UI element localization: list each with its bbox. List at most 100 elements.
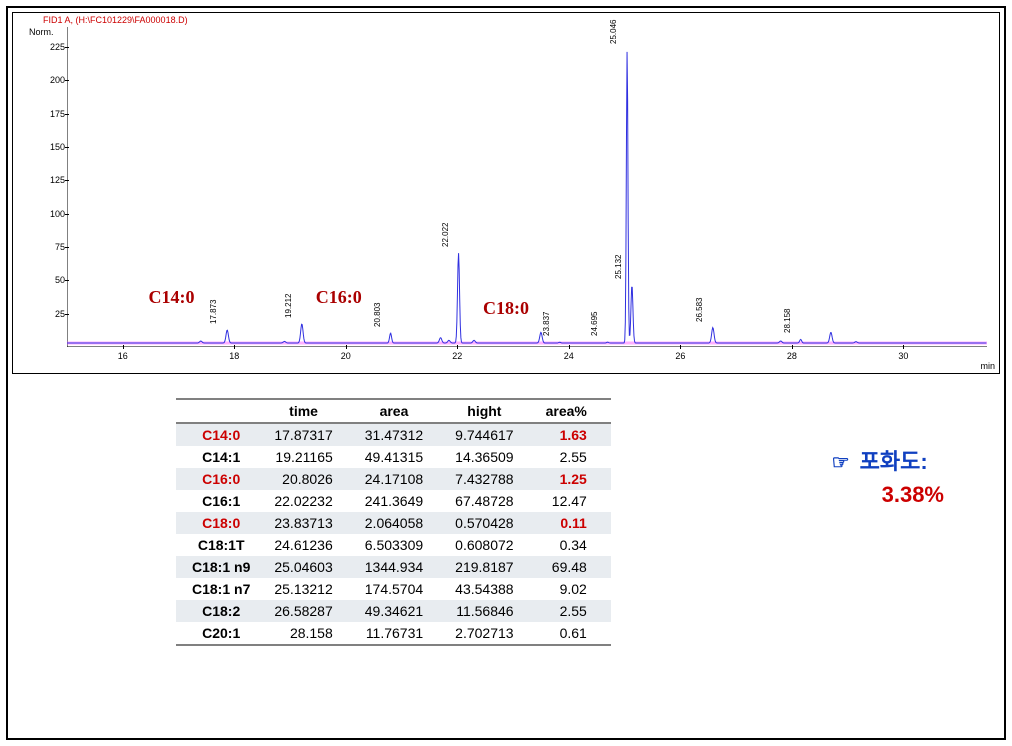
table-row: C20:128.15811.767312.7027130.61: [176, 622, 611, 645]
table-header-row: timeareahightarea%: [176, 399, 611, 423]
table-body: C14:017.8731731.473129.7446171.63C14:119…: [176, 423, 611, 645]
chart-annotation: C14:0: [149, 287, 195, 308]
chart-annotation: C16:0: [316, 287, 362, 308]
peak-label: 17.873: [209, 300, 218, 324]
table-row: C18:1 n925.046031344.934219.818769.48: [176, 556, 611, 578]
saturation-box: ☞ 포화도: 3.38%: [832, 444, 944, 508]
x-tick-label: 18: [229, 351, 239, 361]
cell: 14.36509: [447, 446, 537, 468]
table-row: C14:119.2116549.4131514.365092.55: [176, 446, 611, 468]
col-area: area: [357, 399, 447, 423]
cell: 24.17108: [357, 468, 447, 490]
table-row: C18:226.5828749.3462111.568462.55: [176, 600, 611, 622]
y-tick-label: 100: [50, 209, 65, 219]
cell: 9.02: [538, 578, 611, 600]
cell: 23.83713: [266, 512, 356, 534]
table-row: C16:122.02232241.364967.4872812.47: [176, 490, 611, 512]
peak-label: 26.583: [695, 297, 704, 321]
peak-label: 28.158: [782, 309, 791, 333]
peak-label: 20.803: [372, 303, 381, 327]
cell: 12.47: [538, 490, 611, 512]
cell: C18:1 n9: [176, 556, 266, 578]
y-tick-label: 200: [50, 75, 65, 85]
cell: 26.58287: [266, 600, 356, 622]
cell: C20:1: [176, 622, 266, 645]
x-tick-label: 24: [564, 351, 574, 361]
cell: 9.744617: [447, 423, 537, 446]
x-tick-label: 20: [341, 351, 351, 361]
cell: 11.56846: [447, 600, 537, 622]
y-tick-label: 25: [55, 309, 65, 319]
cell: 0.608072: [447, 534, 537, 556]
cell: 0.34: [538, 534, 611, 556]
cell: 17.87317: [266, 423, 356, 446]
cell: 31.47312: [357, 423, 447, 446]
cell: 7.432788: [447, 468, 537, 490]
cell: 1344.934: [357, 556, 447, 578]
cell: C16:1: [176, 490, 266, 512]
cell: 2.064058: [357, 512, 447, 534]
cell: 28.158: [266, 622, 356, 645]
outer-frame: FID1 A, (H:\FC101229\FA000018.D) Norm. m…: [6, 6, 1006, 740]
saturation-value: 3.38%: [882, 482, 944, 508]
x-tick-label: 22: [452, 351, 462, 361]
peak-label: 24.695: [589, 312, 598, 336]
peak-label: 19.212: [284, 293, 293, 317]
cell: C18:1 n7: [176, 578, 266, 600]
cell: 67.48728: [447, 490, 537, 512]
col-hight: hight: [447, 399, 537, 423]
y-tick-label: 75: [55, 242, 65, 252]
y-axis-label: Norm.: [29, 27, 54, 37]
cell: C14:0: [176, 423, 266, 446]
cell: 1.25: [538, 468, 611, 490]
cell: 49.41315: [357, 446, 447, 468]
cell: 25.04603: [266, 556, 356, 578]
chart-annotation: C18:0: [483, 298, 529, 319]
x-axis-label: min: [980, 361, 995, 371]
cell: 219.8187: [447, 556, 537, 578]
cell: 2.702713: [447, 622, 537, 645]
cell: 0.61: [538, 622, 611, 645]
table-row: C14:017.8731731.473129.7446171.63: [176, 423, 611, 446]
cell: 11.76731: [357, 622, 447, 645]
cell: C18:2: [176, 600, 266, 622]
peak-label: 25.046: [609, 19, 618, 43]
saturation-label: 포화도:: [860, 449, 928, 474]
cell: 22.02232: [266, 490, 356, 512]
x-tick-label: 30: [898, 351, 908, 361]
y-tick-label: 50: [55, 275, 65, 285]
chromatogram-frame: FID1 A, (H:\FC101229\FA000018.D) Norm. m…: [12, 12, 1000, 374]
cell: 1.63: [538, 423, 611, 446]
cell: 0.11: [538, 512, 611, 534]
peak-label: 22.022: [440, 223, 449, 247]
pointer-icon: ☞: [832, 452, 850, 474]
cell: 19.21165: [266, 446, 356, 468]
cell: 49.34621: [357, 600, 447, 622]
cell: C14:1: [176, 446, 266, 468]
table-row: C16:020.802624.171087.4327881.25: [176, 468, 611, 490]
table-row: C18:1T24.612366.5033090.6080720.34: [176, 534, 611, 556]
x-tick-label: 16: [118, 351, 128, 361]
y-tick-label: 150: [50, 142, 65, 152]
y-tick-label: 225: [50, 42, 65, 52]
fatty-acid-table: timeareahightarea% C14:017.8731731.47312…: [176, 398, 611, 646]
cell: 0.570428: [447, 512, 537, 534]
cell: 25.13212: [266, 578, 356, 600]
cell: C16:0: [176, 468, 266, 490]
cell: 24.61236: [266, 534, 356, 556]
x-tick-label: 26: [675, 351, 685, 361]
cell: 2.55: [538, 446, 611, 468]
col-name: [176, 399, 266, 423]
cell: 2.55: [538, 600, 611, 622]
col-area%: area%: [538, 399, 611, 423]
cell: 174.5704: [357, 578, 447, 600]
cell: 241.3649: [357, 490, 447, 512]
cell: 69.48: [538, 556, 611, 578]
x-tick-label: 28: [787, 351, 797, 361]
table-row: C18:023.837132.0640580.5704280.11: [176, 512, 611, 534]
cell: 6.503309: [357, 534, 447, 556]
table-row: C18:1 n725.13212174.570443.543889.02: [176, 578, 611, 600]
cell: 43.54388: [447, 578, 537, 600]
peak-label: 23.837: [541, 312, 550, 336]
chart-header: FID1 A, (H:\FC101229\FA000018.D): [43, 15, 188, 25]
